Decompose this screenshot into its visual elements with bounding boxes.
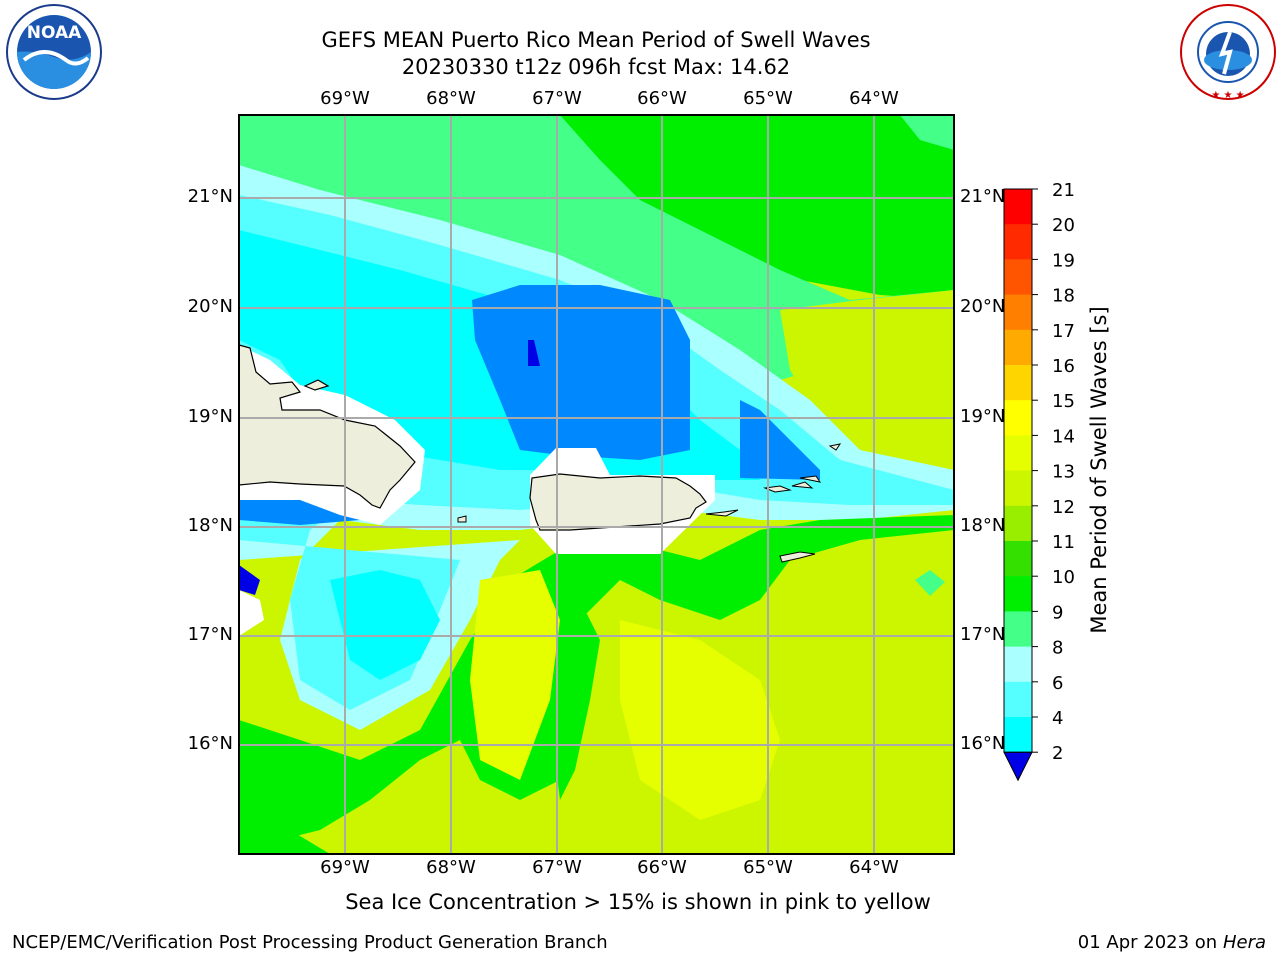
land-virgin-islands (763, 475, 822, 493)
field-blue-east (740, 400, 820, 480)
colorbar-segment (1004, 224, 1032, 260)
lat-label-right: 18°N (960, 515, 1006, 536)
footer-date-text: 01 Apr 2023 on (1077, 932, 1223, 953)
field-yellow-1 (620, 620, 780, 820)
chart-title: GEFS MEAN Puerto Rico Mean Period of Swe… (321, 28, 871, 52)
colorbar-tick-label: 12 (1052, 497, 1075, 518)
colorbar-tick-label: 6 (1052, 673, 1063, 694)
footer-machine: Hera (1222, 932, 1266, 953)
lat-label-left: 19°N (187, 406, 233, 427)
colorbar-segment (1004, 189, 1032, 225)
colorbar-tick-label: 18 (1052, 286, 1075, 307)
chart-subtitle: 20230330 t12z 096h fcst Max: 14.62 (401, 55, 791, 79)
lat-label-left: 21°N (187, 186, 233, 207)
land-anegada (828, 443, 842, 451)
colorbar-tick-label: 16 (1052, 356, 1075, 377)
colorbar-label: Mean Period of Swell Waves [s] (1087, 306, 1111, 633)
lon-label-bottom: 68°W (426, 857, 476, 878)
colorbar-segment (1004, 646, 1032, 683)
colorbar-segment (1004, 400, 1032, 436)
lat-label-right: 17°N (960, 624, 1006, 645)
colorbar-segment (1004, 717, 1032, 753)
field-layer (239, 115, 954, 854)
ice-mask-hispaniola-sw (239, 590, 264, 636)
lat-label-right: 16°N (960, 733, 1006, 754)
colorbar-segment (1004, 505, 1032, 542)
field-green-strip (550, 610, 600, 800)
colorbar-segment (1004, 611, 1032, 648)
field-green-sw (239, 800, 330, 854)
sea-ice-note: Sea Ice Concentration > 15% is shown in … (345, 890, 931, 914)
lat-label-right: 20°N (960, 296, 1006, 317)
colorbar-segment (1004, 365, 1032, 401)
field-yellow-2 (470, 570, 560, 780)
footer-credit: NCEP/EMC/Verification Post Processing Pr… (12, 932, 608, 953)
field-yellowgreen-east (780, 290, 954, 480)
colorbar-tick-label: 15 (1052, 391, 1075, 412)
nws-logo: ★ ★ ★ (1180, 4, 1276, 101)
gridlines (239, 115, 954, 854)
lat-label-left: 18°N (187, 515, 233, 536)
colorbar-tick-label: 13 (1052, 462, 1075, 483)
field-mint-patch-e (915, 570, 945, 596)
lon-label-top: 68°W (426, 88, 476, 109)
field-cyan-south (330, 570, 440, 680)
lon-label-bottom: 69°W (320, 857, 370, 878)
colorbar-extend-arrow (1003, 751, 1033, 782)
colorbar-tick-label: 20 (1052, 215, 1075, 236)
colorbar-tick-label: 17 (1052, 321, 1075, 342)
field-blue-core (472, 285, 690, 460)
land-mona (457, 515, 467, 523)
lon-label-top: 65°W (743, 88, 793, 109)
lon-label-bottom: 64°W (849, 857, 899, 878)
colorbar-segment (1004, 294, 1032, 331)
colorbar-segment (1004, 576, 1032, 612)
colorbar-tick-label: 10 (1052, 567, 1075, 588)
colorbar-tick-label: 9 (1052, 602, 1063, 623)
noaa-logo-text: NOAA (27, 23, 82, 43)
lon-label-top: 69°W (320, 88, 370, 109)
colorbar-segment (1004, 329, 1032, 366)
lon-label-top: 66°W (637, 88, 687, 109)
lon-label-top: 64°W (849, 88, 899, 109)
noaa-logo: NOAA (6, 4, 102, 100)
field-darkblue-patch (528, 340, 540, 366)
colorbar-segment (1004, 435, 1032, 472)
lat-label-left: 20°N (187, 296, 233, 317)
colorbar-segment (1004, 470, 1032, 507)
colorbar-tick-label: 2 (1052, 743, 1063, 764)
lon-label-bottom: 67°W (532, 857, 582, 878)
lat-label-right: 19°N (960, 406, 1006, 427)
colorbar: 21 20 19 18 17 16 15 14 13 12 11 10 9 8 6 4 2 (1003, 180, 1075, 782)
svg-text:★ ★ ★: ★ ★ ★ (1211, 90, 1244, 101)
lat-label-left: 17°N (187, 624, 233, 645)
map-frame (238, 114, 955, 855)
footer-date: 01 Apr 2023 on Hera (1078, 932, 1266, 953)
lon-label-top: 67°W (532, 88, 582, 109)
land-vieques (705, 509, 739, 517)
land-st-croix (779, 551, 816, 563)
lat-label-right: 21°N (960, 186, 1006, 207)
land-hispaniola (239, 344, 416, 509)
lon-label-bottom: 66°W (637, 857, 687, 878)
field-green-south (239, 515, 954, 840)
colorbar-tick-label: 4 (1052, 708, 1063, 729)
colorbar-segment (1004, 259, 1032, 296)
colorbar-tick-label: 14 (1052, 426, 1075, 447)
lon-label-bottom: 65°W (743, 857, 793, 878)
colorbar-tick-label: 19 (1052, 250, 1075, 271)
colorbar-segment (1004, 541, 1032, 577)
colorbar-tick-label: 8 (1052, 638, 1063, 659)
field-mint-ne (900, 115, 954, 150)
land-tortuga (303, 379, 330, 391)
colorbar-segment (1004, 681, 1032, 718)
field-darkblue-west (239, 565, 260, 595)
field-mint-north (239, 115, 954, 380)
lat-label-left: 16°N (187, 733, 233, 754)
colorbar-tick-label: 21 (1052, 180, 1075, 201)
colorbar-tick-label: 11 (1052, 532, 1075, 553)
